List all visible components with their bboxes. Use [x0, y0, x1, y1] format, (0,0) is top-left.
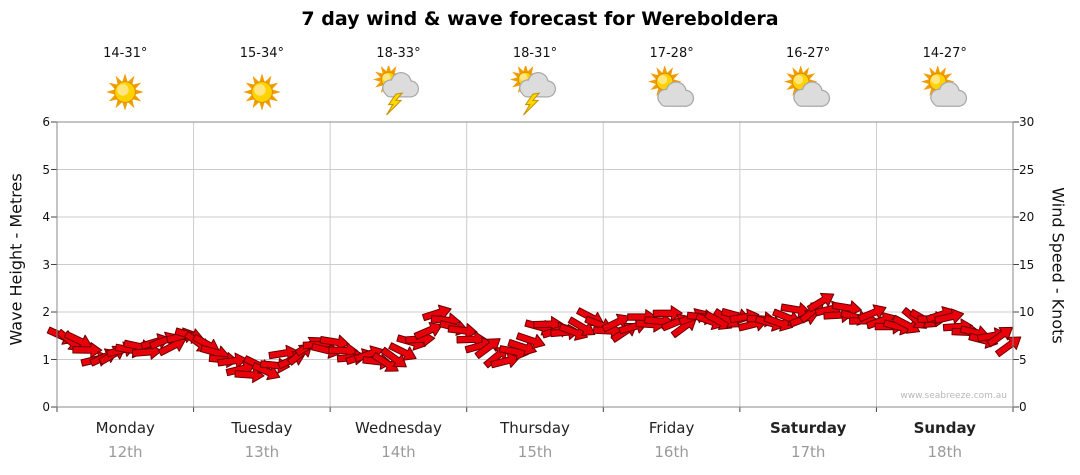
weather-icon-partly-cloudy [603, 64, 740, 118]
weather-icon-row [57, 64, 1013, 118]
right-tick-label: 30 [1019, 115, 1035, 129]
day-label: Thursday [500, 419, 570, 437]
day-label: Monday [95, 419, 155, 437]
day-label: Friday [648, 419, 695, 437]
right-tick-label: 5 [1019, 352, 1027, 367]
right-axis-title: Wind Speed - Knots [1048, 187, 1068, 344]
wind-arrows-svg [46, 121, 1022, 412]
day-temp: 18-33° [376, 46, 421, 61]
right-tick-label: 20 [1019, 210, 1035, 224]
watermark: www.seabreeze.com.au [900, 391, 1007, 401]
left-tick-label: 2 [42, 305, 50, 319]
left-tick-label: 5 [42, 162, 50, 177]
weather-icon-sunny [194, 64, 331, 118]
left-tick-label: 0 [42, 400, 50, 414]
day-temp: 17-28° [649, 46, 694, 61]
date-label: 12th [108, 443, 143, 461]
left-tick-label: 6 [42, 115, 50, 129]
left-tick-label: 4 [42, 210, 50, 224]
date-label: 17th [790, 443, 826, 461]
weather-icon-storm [467, 64, 604, 118]
day-temp: 16-27° [786, 46, 831, 61]
day-label: Tuesday [231, 419, 293, 437]
date-label: 15th [517, 443, 553, 461]
right-tick-label: 25 [1019, 162, 1035, 177]
temperature-row: 14-31° 15-34° 18-33° 18-31° 17-28° 16-27… [57, 46, 1013, 61]
day-temp: 14-27° [922, 46, 967, 61]
weather-icon-sunny [57, 64, 194, 118]
plot-area: www.seabreeze.com.au [46, 121, 1022, 412]
date-label: 14th [381, 443, 416, 461]
date-label: 16th [654, 443, 689, 461]
day-name-row: Monday Tuesday Wednesday Thursday Friday… [57, 419, 1013, 437]
left-tick-label: 1 [42, 352, 50, 367]
day-label: Wednesday [355, 419, 442, 437]
date-label: 18th [927, 443, 962, 461]
weather-icon-partly-cloudy [740, 64, 877, 118]
right-tick-label: 15 [1019, 257, 1035, 272]
chart-title: 7 day wind & wave forecast for Werebolde… [301, 8, 779, 30]
day-temp: 14-31° [103, 46, 148, 61]
weather-icon-partly-cloudy [876, 64, 1013, 118]
day-temp: 18-31° [512, 46, 558, 61]
weather-icon-storm [330, 64, 467, 118]
left-axis-title: Wave Height - Metres [6, 173, 26, 346]
left-tick-label: 3 [42, 257, 50, 272]
day-label: Sunday [913, 419, 976, 437]
day-temp: 15-34° [239, 46, 284, 61]
date-label: 13th [244, 443, 280, 461]
right-tick-label: 10 [1019, 305, 1035, 319]
day-label: Saturday [770, 419, 847, 437]
date-row: 12th 13th 14th 15th 16th 17th 18th [57, 443, 1013, 461]
right-tick-label: 0 [1019, 400, 1027, 414]
